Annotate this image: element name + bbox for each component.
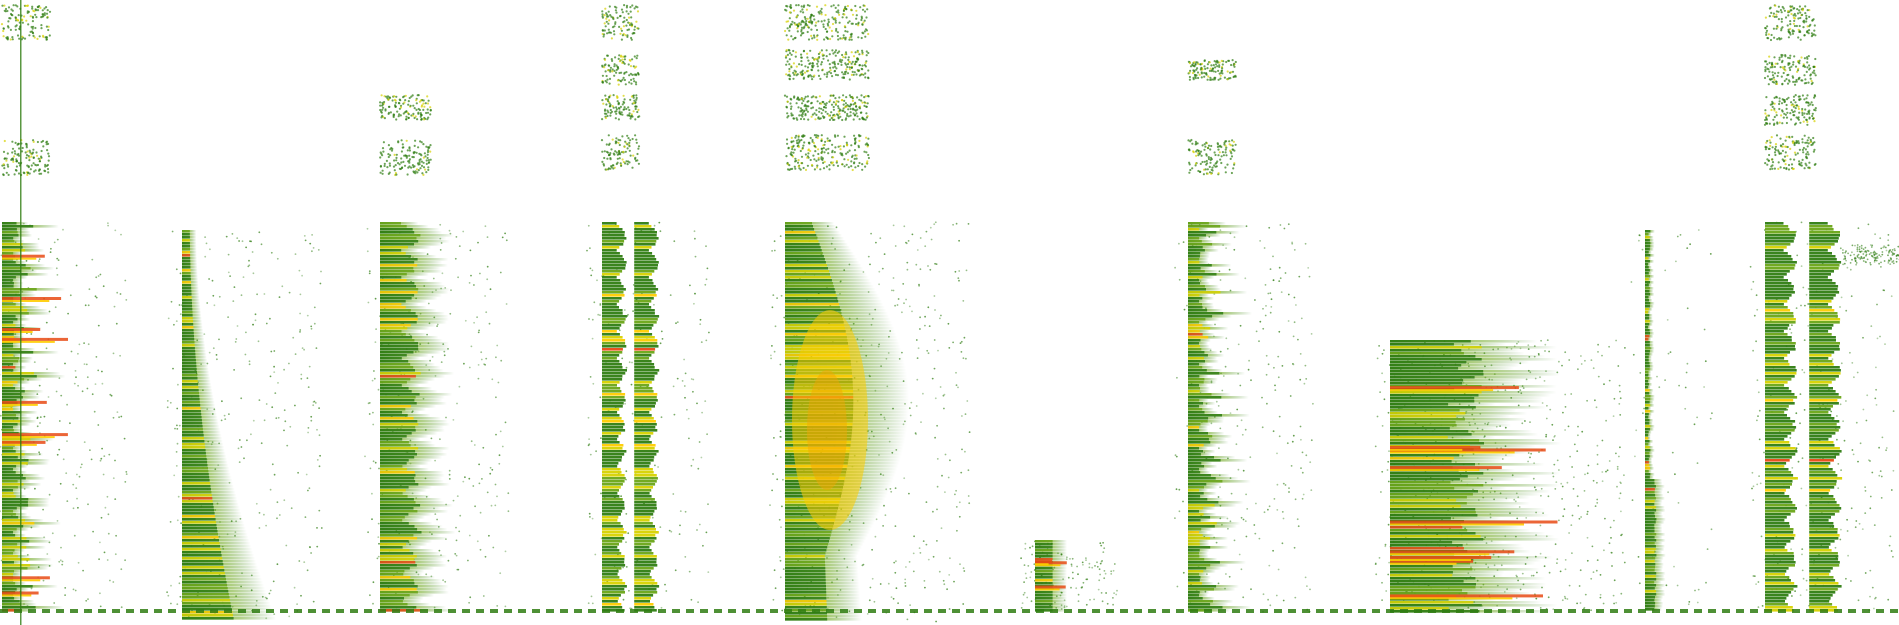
- segment-12: [0, 609, 1898, 613]
- segment-3: [364, 94, 510, 612]
- segment-7: [1174, 59, 1314, 613]
- segment-1: [0, 4, 128, 612]
- cursor-line: [20, 0, 22, 625]
- segment-4: [586, 4, 710, 612]
- segment-5: [769, 4, 971, 623]
- segment-10: [1749, 4, 1895, 612]
- segment-6: [1020, 540, 1118, 613]
- segment-8: [1374, 339, 1626, 613]
- segment-9: [1630, 229, 1713, 611]
- segment-11: [1839, 244, 1899, 266]
- segment-2: [166, 230, 323, 620]
